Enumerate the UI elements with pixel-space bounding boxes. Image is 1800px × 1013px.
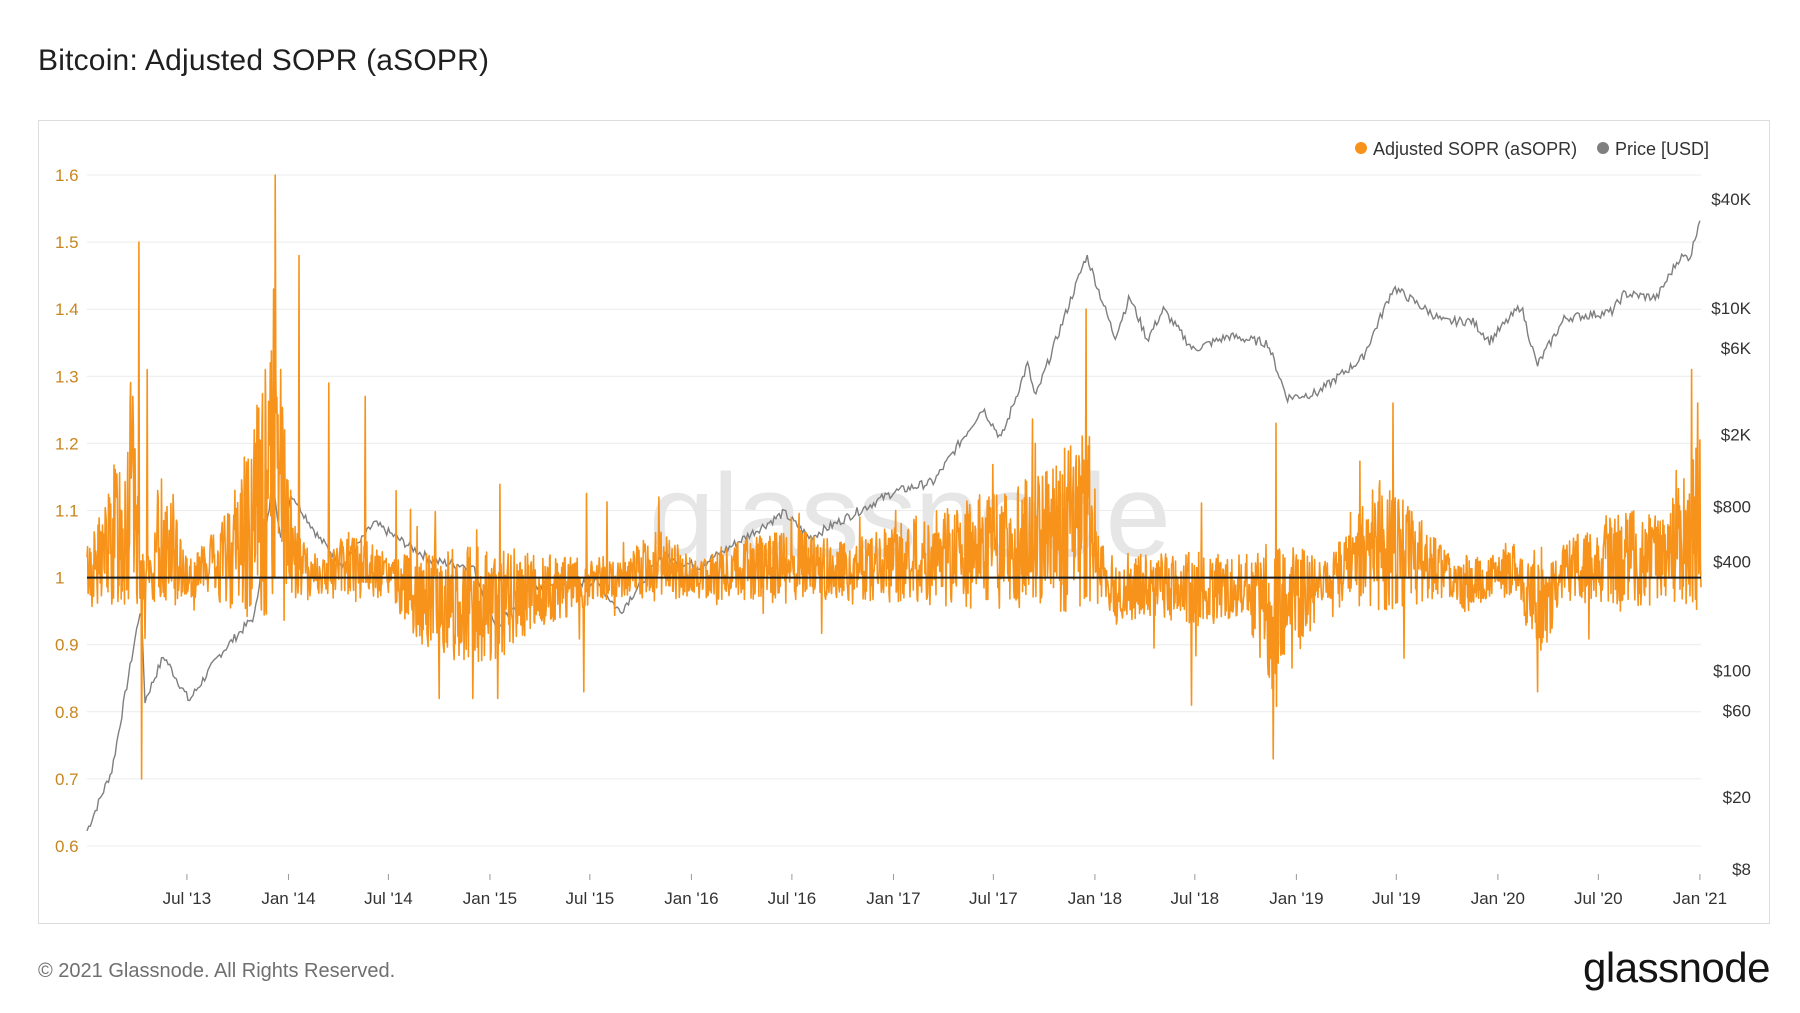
left-tick-label: 0.8 (55, 703, 79, 722)
x-tick-label: Jan '21 (1673, 889, 1727, 908)
left-tick-label: 1.3 (55, 367, 79, 386)
right-tick-label: $40K (1711, 190, 1751, 209)
right-tick-label: $8 (1732, 860, 1751, 879)
x-tick-label: Jul '18 (1171, 889, 1220, 908)
right-tick-label: $100 (1713, 661, 1751, 680)
x-tick-label: Jul '17 (969, 889, 1018, 908)
x-tick-label: Jul '19 (1372, 889, 1421, 908)
legend-asopr-dot (1355, 142, 1367, 154)
x-tick-label: Jan '18 (1068, 889, 1122, 908)
chart-panel: glassnode 0.6 0.7 0.8 0.9 1 1.1 1.2 1.3 1.4 1.5 1.… (38, 120, 1770, 924)
right-tick-label: $2K (1721, 426, 1752, 445)
right-tick-label: $20 (1723, 788, 1751, 807)
x-tick-label: Jan '20 (1471, 889, 1525, 908)
legend-item-price[interactable]: Price [USD] (1597, 139, 1709, 159)
brand-logo[interactable]: glassnode (1583, 944, 1770, 991)
copyright-text: © 2021 Glassnode. All Rights Reserved. (38, 960, 396, 982)
x-tick-label: Jul '15 (566, 889, 615, 908)
right-tick-label: $10K (1711, 299, 1751, 318)
x-tick-label: Jul '20 (1574, 889, 1623, 908)
left-tick-label: 0.7 (55, 770, 79, 789)
left-axis-ticks: 0.6 0.7 0.8 0.9 1 1.1 1.2 1.3 1.4 1.5 1.6 (55, 166, 79, 856)
x-axis-ticks: Jul '13 Jan '14 Jul '14 Jan '15 Jul '15 Jan '… (163, 874, 1727, 908)
left-tick-label: 1.4 (55, 300, 79, 319)
asopr-line (86, 174, 1702, 780)
legend-asopr-label: Adjusted SOPR (aSOPR) (1373, 139, 1577, 159)
right-tick-label: $6K (1721, 339, 1752, 358)
legend-price-label: Price [USD] (1615, 139, 1709, 159)
page-title: Bitcoin: Adjusted SOPR (aSOPR) (38, 44, 490, 77)
legend-price-dot (1597, 142, 1609, 154)
x-tick-label: Jul '13 (163, 889, 212, 908)
legend: Adjusted SOPR (aSOPR) Price [USD] (1355, 139, 1709, 159)
left-tick-label: 1 (55, 569, 64, 588)
left-tick-label: 1.5 (55, 233, 79, 252)
right-tick-label: $400 (1713, 552, 1751, 571)
x-tick-label: Jan '19 (1269, 889, 1323, 908)
legend-item-asopr[interactable]: Adjusted SOPR (aSOPR) (1355, 139, 1577, 159)
x-tick-label: Jan '15 (463, 889, 517, 908)
left-tick-label: 1.1 (55, 502, 79, 521)
x-tick-label: Jan '17 (866, 889, 920, 908)
right-tick-label: $60 (1723, 701, 1751, 720)
left-tick-label: 1.6 (55, 166, 79, 185)
x-tick-label: Jan '14 (261, 889, 315, 908)
chart-svg: glassnode 0.60.70.80.911.11.21.31.41.51.… (55, 139, 1752, 908)
left-tick-label: 0.9 (55, 636, 79, 655)
asopr-series-layer (86, 174, 1702, 780)
right-tick-label: $800 (1713, 498, 1751, 517)
x-tick-label: Jan '16 (664, 889, 718, 908)
left-tick-label: 1.2 (55, 434, 79, 453)
left-tick-label: 0.6 (55, 837, 79, 856)
x-tick-label: Jul '16 (768, 889, 817, 908)
x-tick-label: Jul '14 (364, 889, 413, 908)
right-axis-ticks: $8 $20 $60 $100 $400 $800 $2K $6K $10K $40K (1711, 190, 1751, 879)
